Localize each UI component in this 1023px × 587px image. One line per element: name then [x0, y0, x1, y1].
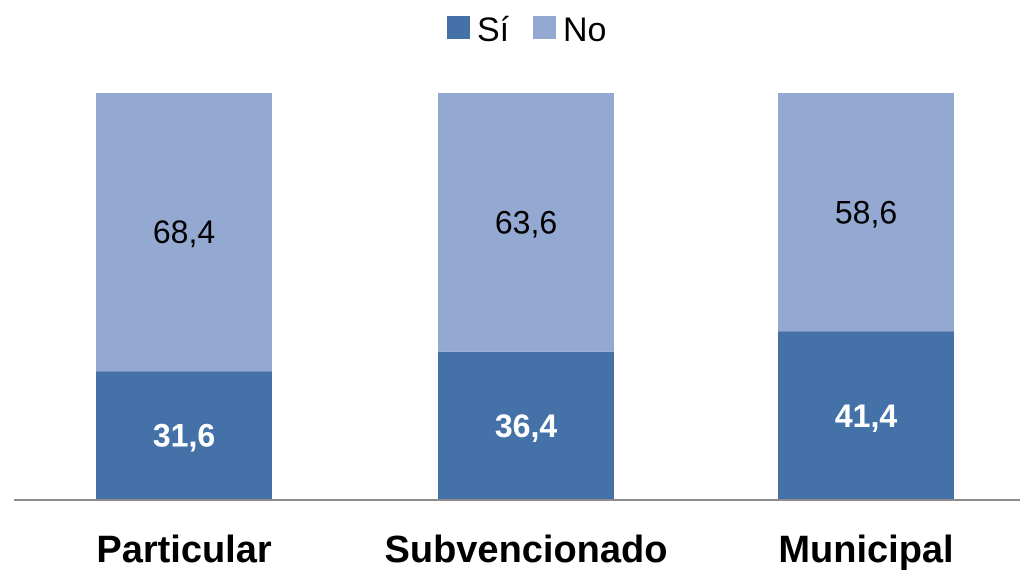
bar-segment-si-municipal [778, 331, 954, 500]
bar-segment-si-particular [96, 371, 272, 500]
bar-segment-no-municipal [778, 93, 954, 332]
data-label-si-municipal: 41,4 [835, 398, 897, 434]
category-label-particular: Particular [96, 529, 272, 571]
legend-label-si: Sí [477, 11, 510, 49]
category-label-municipal: Municipal [778, 529, 953, 571]
bar-segment-si-subvencionado [438, 351, 614, 500]
legend: Sí No [447, 11, 606, 49]
data-label-no-subvencionado: 63,6 [495, 204, 557, 240]
bars-group: 31,6 68,4 36,4 63,6 41,4 58,6 [96, 93, 954, 500]
bar-segment-no-subvencionado [438, 93, 614, 352]
legend-swatch-si [447, 16, 470, 39]
data-label-si-subvencionado: 36,4 [495, 408, 557, 444]
data-label-no-particular: 68,4 [153, 214, 215, 250]
legend-swatch-no [533, 16, 556, 39]
data-label-no-municipal: 58,6 [835, 194, 897, 230]
category-label-subvencionado: Subvencionado [385, 529, 668, 571]
category-labels: Particular Subvencionado Municipal [96, 529, 953, 571]
bar-segment-no-particular [96, 93, 272, 372]
legend-label-no: No [563, 11, 606, 49]
data-label-si-particular: 31,6 [153, 418, 215, 454]
